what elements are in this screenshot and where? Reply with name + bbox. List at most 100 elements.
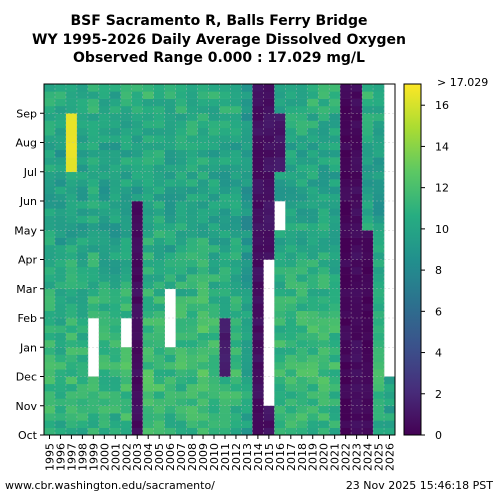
heatmap-cell xyxy=(65,98,78,107)
heatmap-cell xyxy=(131,296,144,304)
heatmap-cell xyxy=(263,179,275,187)
heatmap-cell xyxy=(296,244,308,253)
heatmap-cell xyxy=(131,120,144,129)
heatmap-cell xyxy=(65,105,78,114)
heatmap-cell xyxy=(76,266,89,275)
heatmap-cell xyxy=(164,171,176,180)
heatmap-cell xyxy=(362,149,374,158)
heatmap-cell xyxy=(142,369,154,377)
heatmap-cell xyxy=(65,259,78,268)
heatmap-cell xyxy=(54,288,67,297)
heatmap-cell xyxy=(362,281,374,290)
heatmap-cell xyxy=(164,391,176,399)
heatmap-cell xyxy=(142,230,154,238)
heatmap-cell xyxy=(329,113,341,121)
heatmap-cell xyxy=(351,252,363,260)
heatmap-cell xyxy=(351,193,363,202)
heatmap-cell xyxy=(44,244,56,253)
heatmap-cell xyxy=(54,369,67,377)
heatmap-cell xyxy=(44,98,56,107)
heatmap-cell xyxy=(351,398,363,407)
heatmap-cell xyxy=(263,244,275,253)
heatmap-cell xyxy=(318,215,330,224)
heatmap-cell xyxy=(131,135,144,143)
heatmap-column-1997 xyxy=(65,84,78,436)
heatmap-cell xyxy=(230,376,242,385)
heatmap-cell xyxy=(54,427,67,436)
heatmap-cell xyxy=(373,420,385,428)
heatmap-cell xyxy=(153,391,165,399)
heatmap-cell xyxy=(263,222,275,231)
heatmap-cell xyxy=(274,361,286,370)
heatmap-cell xyxy=(120,135,133,143)
heatmap-cell xyxy=(373,244,385,253)
heatmap-cell xyxy=(274,142,286,151)
heatmap-cell xyxy=(318,171,330,180)
heatmap-cell xyxy=(373,405,385,414)
heatmap-cell xyxy=(44,288,56,297)
heatmap-cell xyxy=(44,84,56,92)
heatmap-cell xyxy=(142,215,154,224)
heatmap-cell xyxy=(219,420,231,428)
heatmap-cell xyxy=(252,120,264,129)
heatmap-cell xyxy=(197,325,209,333)
heatmap-cell xyxy=(263,120,275,129)
heatmap-cell xyxy=(285,157,297,165)
heatmap-cell xyxy=(54,208,67,216)
heatmap-cell xyxy=(373,347,385,355)
heatmap-cell xyxy=(241,405,253,414)
heatmap-cell xyxy=(65,215,78,224)
heatmap-cell xyxy=(109,303,122,311)
heatmap-cell xyxy=(54,310,67,319)
heatmap-cell xyxy=(186,310,198,319)
heatmap-cell xyxy=(44,376,56,385)
heatmap-cell xyxy=(351,369,363,377)
heatmap-cell xyxy=(329,222,341,231)
heatmap-cell xyxy=(318,376,330,385)
heatmap-cell xyxy=(197,84,209,92)
heatmap-cell xyxy=(219,208,231,216)
heatmap-cell xyxy=(98,142,111,151)
heatmap-cell xyxy=(362,237,374,246)
heatmap-cell xyxy=(76,98,89,107)
heatmap-cell xyxy=(340,105,352,114)
heatmap-cell xyxy=(131,376,144,385)
heatmap-cell xyxy=(98,398,111,407)
heatmap-cell xyxy=(54,222,67,231)
heatmap-cell xyxy=(318,98,330,107)
heatmap-cell xyxy=(142,244,154,253)
heatmap-cell xyxy=(362,405,374,414)
heatmap-cell xyxy=(65,91,78,99)
heatmap-cell xyxy=(175,383,187,392)
heatmap-column-2025 xyxy=(373,84,385,436)
heatmap-cell xyxy=(208,420,220,428)
heatmap-cell xyxy=(362,98,374,107)
heatmap-cell xyxy=(296,420,308,428)
heatmap-cell xyxy=(351,420,363,428)
heatmap-cell xyxy=(274,310,286,319)
heatmap-cell xyxy=(318,332,330,341)
heatmap-cell xyxy=(219,259,231,268)
heatmap-cell xyxy=(230,398,242,407)
heatmap-cell xyxy=(131,318,144,326)
heatmap-cell xyxy=(318,230,330,238)
heatmap-cell xyxy=(120,303,133,311)
heatmap-cell xyxy=(65,120,78,129)
heatmap-cell xyxy=(252,376,264,385)
heatmap-cell xyxy=(285,274,297,282)
heatmap-cell xyxy=(109,215,122,224)
heatmap-cell xyxy=(307,222,319,231)
heatmap-cell xyxy=(362,339,374,348)
heatmap-cell xyxy=(98,325,111,333)
heatmap-cell xyxy=(44,157,56,165)
heatmap-cell xyxy=(384,383,396,392)
heatmap-cell xyxy=(175,193,187,202)
heatmap-cell xyxy=(153,383,165,392)
heatmap-cell xyxy=(340,127,352,136)
heatmap-cell xyxy=(98,369,111,377)
heatmap-cell xyxy=(142,186,154,194)
heatmap-cell xyxy=(241,127,253,136)
heatmap-cell xyxy=(329,215,341,224)
heatmap-cell xyxy=(362,244,374,253)
heatmap-cell xyxy=(186,339,198,348)
